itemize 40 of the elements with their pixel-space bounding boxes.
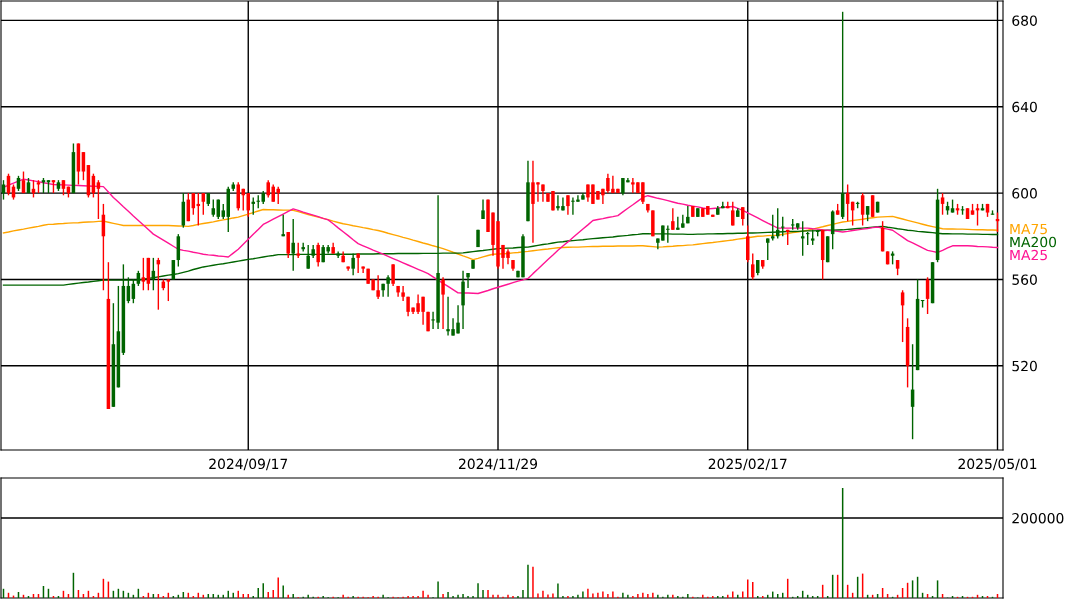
series-label: MA25 [1010,249,1047,261]
x-tick-label: 2024/09/17 [209,458,288,471]
candlestick [96,179,101,220]
candlestick [286,231,290,259]
x-tick-label: 2024/11/29 [459,458,538,471]
candlestick [336,250,340,259]
candlestick [686,205,690,225]
series-label: MA200 [1010,236,1057,248]
candlestick [1,179,6,201]
y-tick-label: 680 [1012,15,1037,26]
candlestick [461,270,465,330]
candlestick [676,216,680,231]
y-tick-label: 600 [1012,188,1037,199]
candlestick [765,237,770,261]
candlestick [741,206,745,227]
series-label: MA75 [1010,223,1047,235]
candlestick [141,257,146,291]
candlestick [316,242,320,268]
candlestick [391,263,395,287]
candlestick [671,207,675,231]
candlestick [376,274,380,300]
candlestick [201,192,206,216]
candlestick [541,183,545,203]
candlestick [940,192,945,216]
y-tick-label: 640 [1012,101,1037,113]
x-tick-label: 2025/02/17 [708,458,787,471]
y-tick-label: 200000 [1012,512,1064,524]
candlestick [746,224,750,263]
candlestick [386,274,390,298]
y-tick-label: 520 [1012,360,1037,372]
candlestick [401,285,405,302]
candlestick [466,272,470,289]
candlestick [166,278,171,302]
candlestick [441,276,445,330]
candlestick [306,244,310,270]
candlestick [566,194,570,216]
line-series [2,208,999,261]
candlestick [351,252,355,276]
y-tick-label: 560 [1012,274,1037,285]
x-tick-label: 2025/05/01 [958,458,1037,471]
